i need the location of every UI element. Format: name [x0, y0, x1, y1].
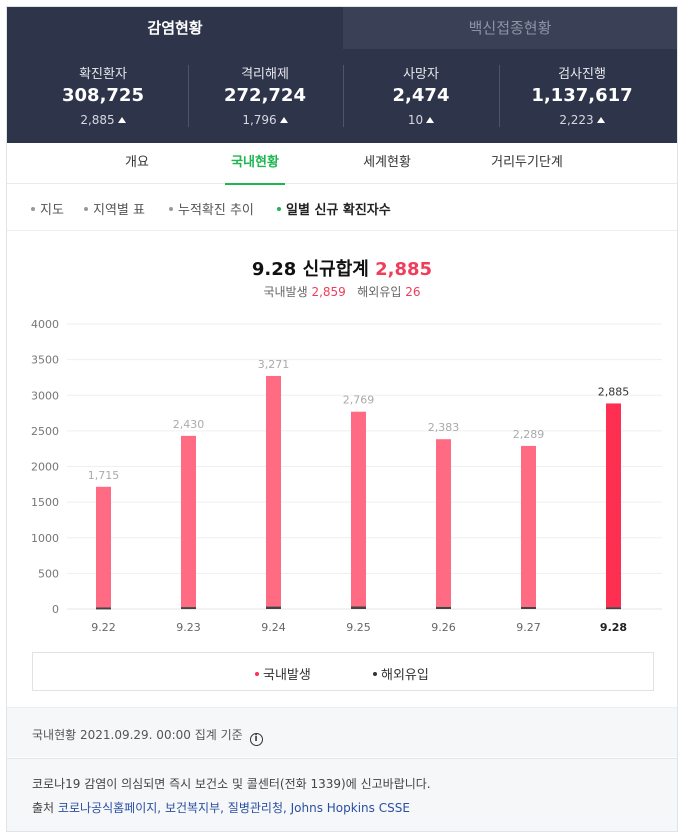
bullet-icon — [169, 207, 173, 211]
source-line: 출처 코로나공식홈페이지, 보건복지부, 질병관리청, Johns Hopkin… — [32, 801, 410, 815]
data-label: 2,289 — [513, 428, 545, 441]
y-tick-label: 1500 — [31, 496, 59, 509]
bullet-icon — [277, 207, 281, 211]
y-tick-label: 3000 — [31, 389, 59, 402]
filter-map[interactable]: 지도 — [31, 199, 64, 218]
bar-imported — [606, 607, 621, 610]
divider — [499, 65, 500, 127]
source-link-mohw[interactable]: 보건복지부, — [164, 801, 224, 815]
filter-region-table[interactable]: 지역별 표 — [84, 199, 145, 218]
stat-change: 10 — [343, 113, 499, 127]
stat-change: 2,223 — [504, 113, 660, 127]
x-tick-label: 9.28 — [600, 621, 627, 634]
filter-cumulative[interactable]: 누적확진 추이 — [169, 199, 254, 218]
divider — [343, 65, 344, 127]
data-basis: 국내현황 2021.09.29. 00:00 집계 기준 i — [7, 707, 677, 757]
source-link-jhu[interactable]: Johns Hopkins CSSE — [290, 801, 410, 815]
up-arrow-icon — [117, 117, 126, 123]
stat-label: 검사진행 — [558, 67, 606, 82]
stats-header: 감염현황 백신접종현황 확진환자 308,725 2,885 격리해제 272,… — [7, 7, 677, 143]
stat-value: 1,137,617 — [531, 85, 633, 106]
source-notice: 코로나19 감염이 의심되면 즉시 보건소 및 콜센터(전화 1339)에 신고… — [7, 758, 677, 831]
x-tick-label: 9.27 — [516, 621, 541, 634]
bar-domestic — [351, 411, 366, 607]
bar-domestic — [266, 375, 281, 607]
basis-text: 국내현황 2021.09.29. 00:00 집계 기준 — [32, 728, 243, 742]
stat-label: 격리해제 — [241, 67, 289, 82]
bar-imported — [266, 606, 281, 609]
bar-imported — [181, 607, 196, 610]
y-tick-label: 0 — [52, 603, 59, 616]
divider — [188, 65, 189, 127]
source-link-kdca[interactable]: 질병관리청, — [227, 801, 287, 815]
stat-deaths: 사망자 2,474 10 — [343, 63, 499, 127]
legend-dot-icon — [255, 672, 259, 676]
data-label: 2,885 — [598, 385, 630, 398]
daily-cases-bar-chart: 0 500 1000 1500 2000 2500 3000 3500 4000 1,715 9.2… — [31, 318, 662, 634]
data-label: 1,715 — [88, 469, 120, 482]
legend-dot-icon — [373, 672, 377, 676]
bar-imported — [351, 606, 366, 609]
data-label: 2,769 — [343, 394, 375, 407]
chart-filters: 지도 지역별 표 누적확진 추이 일별 신규 확진자수 — [7, 185, 677, 231]
data-label: 2,430 — [173, 418, 205, 431]
legend-domestic: 국내발생 — [255, 664, 311, 683]
info-icon[interactable]: i — [249, 733, 263, 746]
data-label: 2,383 — [428, 421, 460, 434]
data-label: 3,271 — [258, 358, 290, 371]
chart-subtitle: 국내발생 2,859 해외유입 26 — [263, 285, 421, 299]
stat-released: 격리해제 272,724 1,796 — [187, 63, 343, 127]
y-tick-label: 2000 — [31, 461, 59, 474]
stat-testing: 검사진행 1,137,617 2,223 — [504, 63, 660, 127]
stat-value: 272,724 — [224, 85, 306, 106]
up-arrow-icon — [279, 117, 288, 123]
x-tick-label: 9.25 — [346, 621, 371, 634]
subtab-distancing[interactable]: 거리두기단계 — [491, 155, 563, 170]
bullet-icon — [31, 207, 35, 211]
up-arrow-icon — [426, 117, 435, 123]
y-tick-label: 3500 — [31, 354, 59, 367]
tab-vaccination-status[interactable]: 백신접종현황 — [343, 7, 677, 49]
stat-label: 사망자 — [403, 67, 439, 82]
bar-imported — [436, 606, 451, 609]
stat-label: 확진환자 — [79, 67, 127, 82]
bar-domestic — [606, 403, 621, 608]
stat-change: 2,885 — [25, 113, 181, 127]
stat-confirmed: 확진환자 308,725 2,885 — [25, 63, 181, 127]
subtab-overview[interactable]: 개요 — [125, 155, 149, 170]
bar-imported — [521, 607, 536, 610]
y-tick-label: 500 — [38, 567, 59, 580]
chart-legend: 국내발생 해외유입 — [32, 652, 654, 691]
bar-domestic — [96, 486, 111, 608]
bullet-icon — [84, 207, 88, 211]
stat-change: 1,796 — [187, 113, 343, 127]
bar-imported — [96, 607, 111, 610]
stat-value: 2,474 — [392, 85, 450, 106]
source-link-kdca-home[interactable]: 코로나공식홈페이지, — [57, 801, 162, 815]
y-tick-label: 1000 — [31, 532, 59, 545]
covid-status-panel: 감염현황 백신접종현황 확진환자 308,725 2,885 격리해제 272,… — [6, 6, 678, 832]
notice-text: 코로나19 감염이 의심되면 즉시 보건소 및 콜센터(전화 1339)에 신고… — [32, 777, 431, 791]
bar-domestic — [181, 435, 196, 608]
legend-imported: 해외유입 — [373, 664, 429, 683]
bar-domestic — [436, 439, 451, 607]
bar-domestic — [521, 445, 536, 608]
x-tick-label: 9.23 — [176, 621, 201, 634]
subtab-domestic[interactable]: 국내현황 — [225, 143, 285, 185]
x-tick-label: 9.22 — [91, 621, 116, 634]
tab-infection-status[interactable]: 감염현황 — [7, 7, 343, 49]
x-tick-label: 9.24 — [261, 621, 286, 634]
up-arrow-icon — [596, 117, 605, 123]
chart-title: 9.28 신규합계 2,885 — [251, 259, 433, 280]
y-tick-label: 4000 — [31, 318, 59, 331]
y-tick-label: 2500 — [31, 425, 59, 438]
sub-tabs: 개요 국내현황 세계현황 거리두기단계 — [7, 143, 677, 185]
filter-daily-new[interactable]: 일별 신규 확진자수 — [277, 199, 391, 218]
subtab-world[interactable]: 세계현황 — [363, 155, 411, 170]
stat-value: 308,725 — [62, 85, 144, 106]
x-tick-label: 9.26 — [431, 621, 456, 634]
